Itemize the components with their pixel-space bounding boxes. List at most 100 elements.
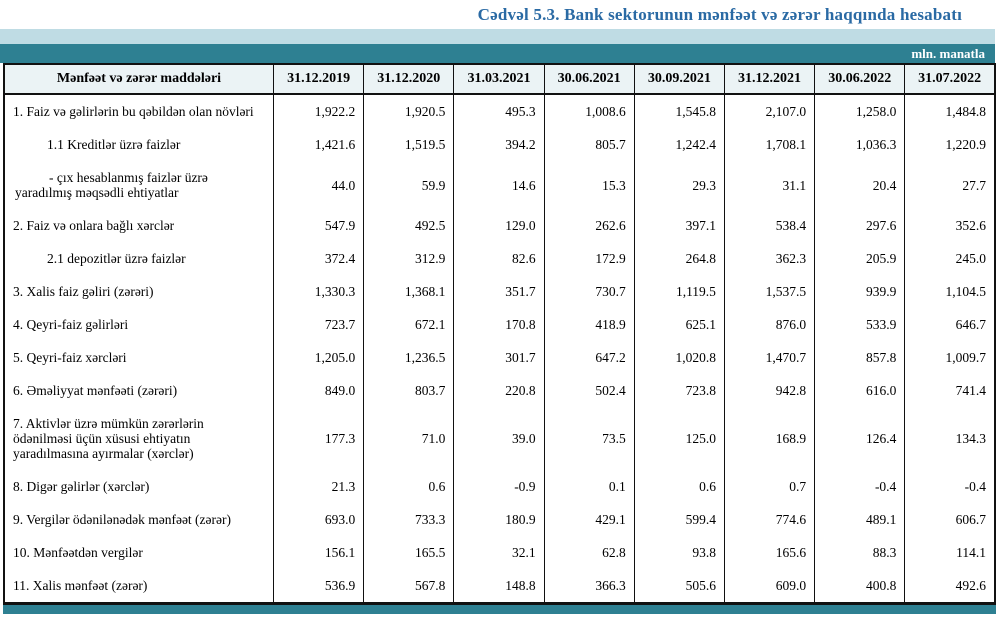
table-cell: 492.5	[363, 209, 455, 242]
row-label: 2. Faiz və onlara bağlı xərclər	[3, 209, 274, 242]
column-header-items: Mənfəət və zərər maddələri	[3, 63, 274, 95]
table-header: Mənfəət və zərər maddələri 31.12.2019 31.1…	[3, 63, 996, 95]
table-cell: 312.9	[363, 242, 455, 275]
row-label: 3. Xalis faiz gəliri (zərəri)	[3, 275, 274, 308]
row-label: 1.1 Kreditlər üzrə faizlər	[3, 128, 274, 161]
table-cell: 114.1	[904, 536, 996, 569]
table-row: 3. Xalis faiz gəliri (zərəri) 1,330.3 1,36…	[3, 275, 996, 308]
table-cell: 168.9	[723, 407, 816, 470]
table-cell: 1,258.0	[814, 94, 906, 128]
table-cell: 646.7	[904, 308, 996, 341]
table-cell: 741.4	[904, 374, 996, 407]
row-label: 11. Xalis mənfəət (zərər)	[3, 569, 274, 604]
table-row: 5. Qeyri-faiz xərcləri 1,205.0 1,236.5 301.…	[3, 341, 996, 374]
table-cell: 1,009.7	[904, 341, 996, 374]
table-cell: 1,205.0	[272, 341, 365, 374]
table-cell: 59.9	[363, 161, 455, 209]
table-cell: 857.8	[814, 341, 906, 374]
table-cell: 245.0	[904, 242, 996, 275]
table-cell: 1,922.2	[272, 94, 365, 128]
decor-band-light	[0, 29, 995, 44]
table-row: 1.1 Kreditlər üzrə faizlər 1,421.6 1,519.5…	[3, 128, 996, 161]
table-cell: 134.3	[904, 407, 996, 470]
table-cell: 599.4	[633, 503, 725, 536]
table-cell: 2,107.0	[723, 94, 816, 128]
row-label: 7. Aktivlər üzrə mümkün zərərlərin ödəni…	[3, 407, 274, 470]
table-cell: 693.0	[272, 503, 365, 536]
table-cell: 15.3	[543, 161, 635, 209]
table-cell: 73.5	[543, 407, 635, 470]
table-row: 4. Qeyri-faiz gəlirləri 723.7 672.1 170.8 41…	[3, 308, 996, 341]
row-label: 10. Mənfəətdən vergilər	[3, 536, 274, 569]
table-cell: 1,330.3	[272, 275, 365, 308]
table-cell: -0.9	[453, 470, 545, 503]
row-label: 4. Qeyri-faiz gəlirləri	[3, 308, 274, 341]
table-cell: 606.7	[904, 503, 996, 536]
table-row: 2.1 depozitlər üzrə faizlər 372.4 312.9 82.…	[3, 242, 996, 275]
table-cell: 1,020.8	[633, 341, 725, 374]
table-cell: 32.1	[453, 536, 545, 569]
table-cell: 400.8	[814, 569, 906, 604]
table-cell: 1,220.9	[904, 128, 996, 161]
table-cell: 14.6	[453, 161, 545, 209]
table-cell: 502.4	[543, 374, 635, 407]
table-cell: 1,545.8	[633, 94, 725, 128]
table-row: 11. Xalis mənfəət (zərər) 536.9 567.8 148.8…	[3, 569, 996, 604]
table-cell: 1,236.5	[363, 341, 455, 374]
table-cell: -0.4	[814, 470, 906, 503]
table-cell: 93.8	[633, 536, 725, 569]
table-cell: 1,104.5	[904, 275, 996, 308]
table-cell: 489.1	[814, 503, 906, 536]
table-cell: 536.9	[272, 569, 365, 604]
table-cell: 1,484.8	[904, 94, 996, 128]
table-cell: 505.6	[633, 569, 725, 604]
table-row: - çıx hesablanmış faizlər üzrə yaradılmı…	[3, 161, 996, 209]
table-cell: 672.1	[363, 308, 455, 341]
table-cell: 876.0	[723, 308, 816, 341]
table-cell: 220.8	[453, 374, 545, 407]
column-header-date: 31.07.2022	[904, 63, 996, 95]
table-cell: 492.6	[904, 569, 996, 604]
table-cell: 774.6	[723, 503, 816, 536]
table-cell: 351.7	[453, 275, 545, 308]
table-cell: 44.0	[272, 161, 365, 209]
column-header-date: 31.12.2020	[363, 63, 455, 95]
row-label: 9. Vergilər ödənilənədək mənfəət (zərər)	[3, 503, 274, 536]
table-header-row: Mənfəət və zərər maddələri 31.12.2019 31.1…	[3, 63, 996, 95]
table-cell: 1,368.1	[363, 275, 455, 308]
table-cell: 547.9	[272, 209, 365, 242]
table-cell: 1,008.6	[543, 94, 635, 128]
table-cell: 126.4	[814, 407, 906, 470]
column-header-date: 31.03.2021	[453, 63, 545, 95]
table-cell: 429.1	[543, 503, 635, 536]
table-cell: 177.3	[272, 407, 365, 470]
table-cell: 625.1	[633, 308, 725, 341]
table-row: 1. Faiz və gəlirlərin bu qəbildən olan n…	[3, 94, 996, 128]
table-cell: 1,470.7	[723, 341, 816, 374]
table-cell: 647.2	[543, 341, 635, 374]
table-cell: 939.9	[814, 275, 906, 308]
table-cell: 1,920.5	[363, 94, 455, 128]
table-cell: 366.3	[543, 569, 635, 604]
table-cell: 88.3	[814, 536, 906, 569]
table-cell: -0.4	[904, 470, 996, 503]
table-cell: 805.7	[543, 128, 635, 161]
table-cell: 156.1	[272, 536, 365, 569]
table-cell: 397.1	[633, 209, 725, 242]
table-cell: 125.0	[633, 407, 725, 470]
table-cell: 733.3	[363, 503, 455, 536]
table-cell: 0.1	[543, 470, 635, 503]
table-cell: 0.6	[633, 470, 725, 503]
table-cell: 1,708.1	[723, 128, 816, 161]
column-header-date: 30.09.2021	[633, 63, 725, 95]
table-cell: 372.4	[272, 242, 365, 275]
table-row: 7. Aktivlər üzrə mümkün zərərlərin ödəni…	[3, 407, 996, 470]
table-cell: 301.7	[453, 341, 545, 374]
row-label: 1. Faiz və gəlirlərin bu qəbildən olan n…	[3, 94, 274, 128]
table-cell: 394.2	[453, 128, 545, 161]
decor-band-bottom	[3, 605, 996, 614]
table-cell: 723.8	[633, 374, 725, 407]
table-cell: 205.9	[814, 242, 906, 275]
column-header-date: 31.12.2021	[723, 63, 816, 95]
